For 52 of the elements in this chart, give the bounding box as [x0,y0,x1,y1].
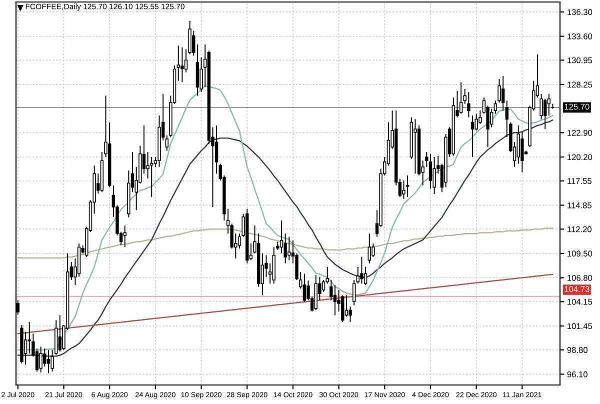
y-tick-label: 128.25 [568,82,592,88]
ref-line-label: 125.70 [564,104,590,110]
y-tick-label: 130.95 [568,57,592,64]
candlestick [280,220,284,254]
candlestick [348,306,352,322]
ref-line-label: 104.73 [564,286,590,292]
candlestick [490,108,494,128]
y-tick-label: 136.30 [568,9,592,16]
candlestick [406,174,410,198]
y-tick-label: 117.55 [568,178,592,184]
candlestick [547,93,551,116]
candlestick [467,92,470,118]
candlestick [46,349,50,374]
y-tick-label: 120.20 [568,154,592,160]
candlestick [176,45,180,82]
candlestick [432,156,436,194]
candlestick [58,314,62,352]
candlestick [368,233,371,264]
y-tick-label: 114.85 [568,202,592,208]
line-series [17,274,554,334]
candlestick [322,280,326,292]
y-tick-label: 106.80 [568,274,592,281]
candlestick [501,75,505,112]
y-tick-label: 122.90 [568,130,592,136]
y-tick-label: 109.50 [568,250,592,257]
candlestick [364,266,368,286]
candlestick [459,82,463,114]
candlestick [123,225,126,248]
candlestick [428,153,432,190]
candlestick [543,98,547,130]
candlestick [470,115,474,158]
candlestick [180,47,184,83]
candlestick [333,284,337,316]
y-tick-label: 133.60 [568,33,592,40]
y-tick-label: 98.80 [567,347,588,353]
candlestick [360,256,364,284]
candlestick [28,321,31,354]
candlestick [402,180,406,200]
y-tick-label: 96.10 [567,371,588,378]
candlestick [344,294,348,317]
candlestick [414,118,417,174]
candlestick [214,124,218,174]
candlestick [302,273,306,302]
candlestick [39,346,42,373]
y-tick-label: 104.15 [568,298,592,305]
candlestick [352,280,356,306]
candlestick [24,331,28,366]
y-tick-label: 112.20 [568,226,592,232]
y-tick-label: 101.45 [568,323,592,330]
candlestick [288,236,291,261]
candlestick [372,243,375,258]
candlestick [192,30,196,56]
